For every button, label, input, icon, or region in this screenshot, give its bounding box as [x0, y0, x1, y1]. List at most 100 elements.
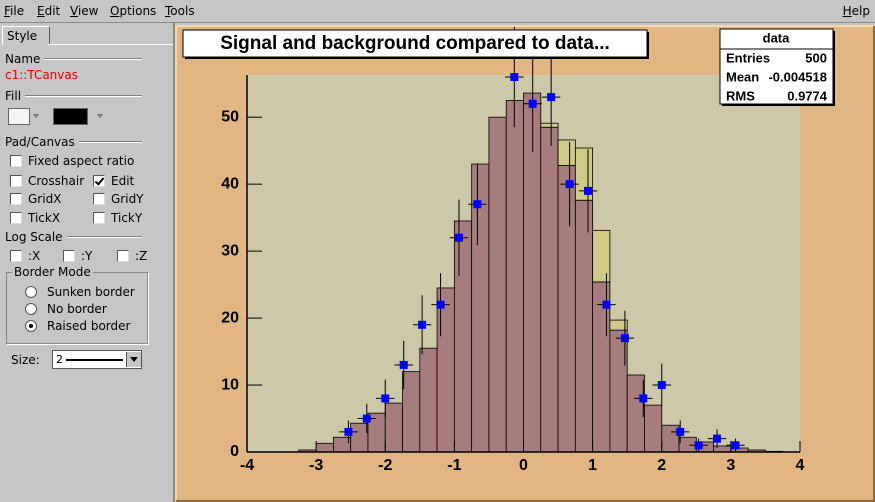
fill-arrow[interactable] [33, 114, 39, 118]
separator [66, 236, 142, 238]
checkbox-label: Crosshair [28, 174, 85, 188]
canvas-border-dark [176, 26, 875, 502]
pad-option[interactable]: Crosshair [10, 174, 84, 188]
histogram-bar [384, 402, 403, 453]
x-tick-label: 3 [726, 457, 735, 474]
pad-option[interactable]: GridY [93, 192, 144, 206]
checkbox-label: TickX [28, 211, 61, 225]
log-option[interactable]: :Y [63, 249, 92, 263]
menu-item[interactable]: View [70, 4, 99, 18]
radio-label: Sunken border [47, 285, 135, 299]
histogram-bar [315, 442, 334, 453]
border-radio[interactable]: Raised border [25, 319, 130, 333]
stats-value: -0.004518 [768, 69, 827, 84]
border-radio[interactable]: No border [25, 302, 107, 316]
stats-value: 0.9774 [787, 88, 828, 103]
histogram-bar [678, 436, 697, 453]
pattern-color[interactable] [53, 108, 88, 125]
checkbox-label: GridX [28, 192, 62, 206]
data-point [694, 441, 703, 450]
data-point [565, 180, 574, 189]
radio[interactable] [25, 286, 37, 298]
checkbox-label: :Z [135, 249, 148, 263]
checkbox-label: TickY [111, 211, 143, 225]
pad-option[interactable]: GridX [10, 192, 61, 206]
stats-box [719, 28, 834, 105]
histogram-bar [436, 287, 455, 453]
data-point [639, 394, 648, 403]
border-radio[interactable]: Sunken border [25, 285, 135, 299]
separator [44, 58, 142, 60]
log-header: Log Scale [5, 230, 142, 244]
checkbox[interactable] [10, 175, 22, 187]
data-point [731, 441, 740, 450]
stats-label: Mean [726, 69, 759, 84]
log-option[interactable]: :Z [117, 249, 147, 263]
checkbox[interactable] [93, 175, 105, 187]
menu-help[interactable]: Help [842, 4, 870, 18]
x-tick-label: -1 [447, 457, 461, 474]
checkbox[interactable] [63, 250, 75, 262]
editor-panel: Style Name c1::TCanvas Fill Pad/Canvas Fixed … [0, 23, 175, 502]
menu-bar: Help File Edit View Options Tools [0, 0, 875, 23]
x-tick-label: -4 [240, 457, 254, 474]
data-point [657, 381, 666, 390]
menu-item[interactable]: File [4, 4, 25, 18]
data-point [676, 427, 685, 436]
checkbox[interactable] [93, 212, 105, 224]
pad-option[interactable]: TickX [10, 211, 60, 225]
x-tick-label: -2 [378, 457, 392, 474]
pad-option[interactable]: Fixed aspect ratio [10, 154, 134, 168]
checkbox[interactable] [10, 193, 22, 205]
log-option[interactable]: :X [10, 249, 40, 263]
combo-button[interactable] [126, 352, 141, 367]
data-point [344, 427, 353, 436]
histogram-bar [557, 164, 576, 453]
checkbox[interactable] [93, 193, 105, 205]
tab-line [48, 44, 173, 45]
checkbox-label: Fixed aspect ratio [28, 154, 135, 168]
radio-dot [29, 324, 33, 328]
size-combo[interactable]: 2 [52, 350, 142, 369]
histogram-bar [609, 319, 628, 331]
histogram-bar [713, 445, 732, 453]
x-tick-label: -3 [309, 457, 323, 474]
pad-option[interactable]: Edit [93, 174, 134, 188]
check-mark [94, 175, 105, 186]
name-header: Name [5, 52, 142, 66]
menu-item[interactable]: Tools [165, 4, 195, 18]
menu-item[interactable]: Edit [37, 4, 61, 18]
y-tick-label: 40 [221, 175, 239, 192]
checkbox[interactable] [10, 155, 22, 167]
data-point [547, 93, 556, 102]
separator [25, 95, 142, 97]
y-tick-label: 30 [221, 242, 239, 259]
histogram-bar [626, 374, 645, 453]
x-tick-label: 4 [796, 457, 805, 474]
radio[interactable] [25, 303, 37, 315]
style-tab[interactable]: Style [2, 26, 50, 45]
checkbox-label: Edit [111, 174, 135, 188]
pattern-arrow[interactable] [97, 114, 103, 118]
histogram-bar [350, 422, 369, 453]
x-tick-label: 2 [657, 457, 666, 474]
data-point [713, 434, 722, 443]
x-tick-label: 0 [519, 457, 528, 474]
data-point [620, 334, 629, 343]
pad-header: Pad/Canvas [5, 135, 142, 149]
checkbox[interactable] [10, 212, 22, 224]
checkbox[interactable] [10, 250, 22, 262]
histogram-bar [453, 220, 473, 453]
pad-option[interactable]: TickY [93, 211, 142, 225]
size-line [66, 358, 123, 361]
y-tick-label: 10 [221, 376, 239, 393]
fill-color[interactable] [8, 108, 30, 125]
histogram-bar [574, 199, 594, 453]
fill-header-label: Fill [5, 89, 22, 103]
stats-label: RMS [726, 88, 755, 103]
radio[interactable] [25, 320, 37, 332]
menu-item[interactable]: Options [110, 4, 157, 18]
checkbox-label: :X [28, 249, 41, 263]
checkbox[interactable] [117, 250, 129, 262]
histogram-bar [523, 92, 542, 453]
